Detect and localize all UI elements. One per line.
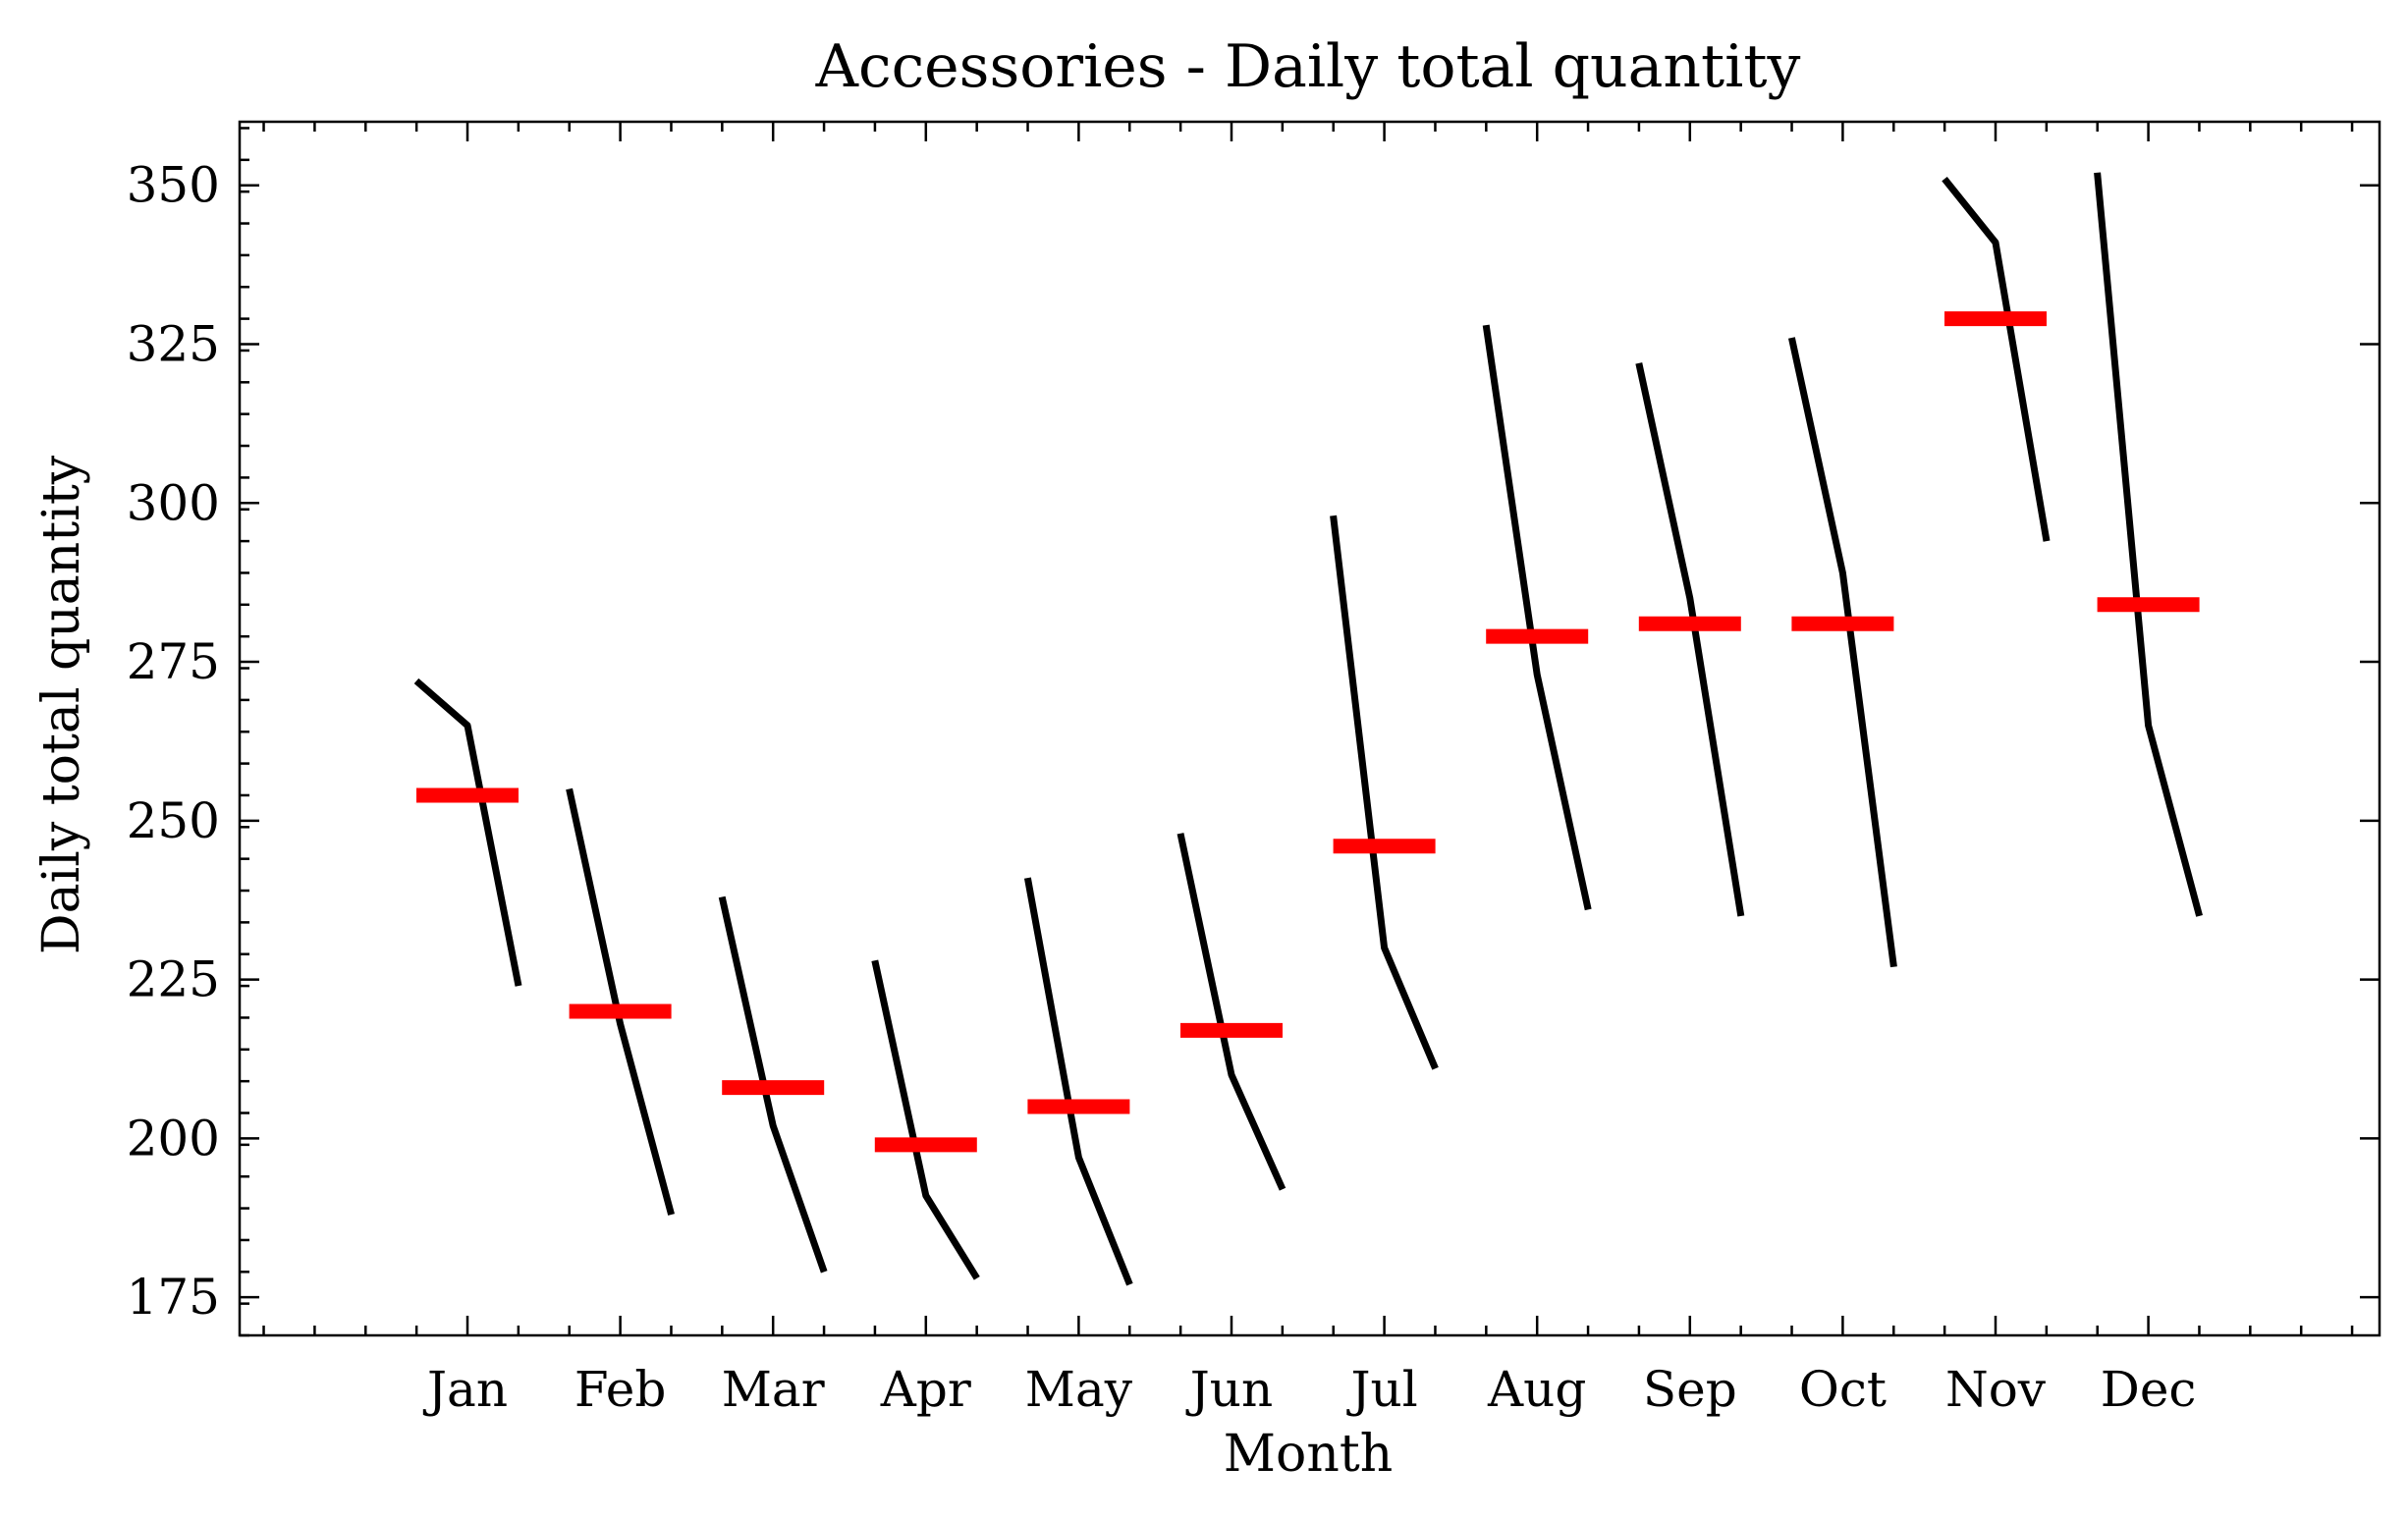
month-series-aug bbox=[1482, 324, 1592, 911]
month-series-may bbox=[1023, 877, 1133, 1286]
plot-area: 175 200 225 250 275 300 325 350 Jan Feb Mar Apr May J… bbox=[127, 120, 2381, 1418]
x-tick-label: Jan bbox=[422, 1361, 508, 1418]
x-tick-label: May bbox=[1025, 1361, 1133, 1418]
y-tick-label: 275 bbox=[127, 633, 220, 690]
month-series-jul bbox=[1330, 515, 1439, 1070]
month-series-apr bbox=[871, 959, 980, 1280]
x-tick-label: Jul bbox=[1345, 1361, 1417, 1418]
y-tick-label: 300 bbox=[127, 474, 220, 531]
month-series-feb bbox=[566, 787, 675, 1216]
x-tick-label: Jun bbox=[1185, 1361, 1273, 1418]
x-tick-label: Apr bbox=[880, 1361, 971, 1418]
month-series-jun bbox=[1177, 833, 1286, 1191]
y-tick-label: 175 bbox=[127, 1269, 220, 1326]
x-tick-label: Dec bbox=[2101, 1361, 2197, 1418]
y-axis-label: Daily total quantity bbox=[32, 455, 91, 954]
month-series-jan bbox=[413, 678, 522, 987]
month-series-dec bbox=[2094, 172, 2203, 917]
month-series-sep bbox=[1635, 362, 1745, 917]
month-series-nov bbox=[1942, 177, 2051, 542]
x-axis-label: Month bbox=[1224, 1425, 1393, 1484]
month-series-oct bbox=[1787, 337, 1897, 968]
x-tick-label: Nov bbox=[1945, 1361, 2047, 1418]
plot-frame bbox=[238, 120, 2381, 1337]
x-tick-label: Mar bbox=[722, 1361, 825, 1418]
x-tick-label: Feb bbox=[575, 1361, 667, 1418]
y-tick-label: 200 bbox=[127, 1110, 220, 1166]
x-tick-label: Sep bbox=[1643, 1361, 1737, 1418]
y-tick-label: 350 bbox=[127, 157, 220, 214]
y-tick-label: 225 bbox=[127, 951, 220, 1008]
y-tick-label: 250 bbox=[127, 792, 220, 849]
y-tick-label: 325 bbox=[127, 315, 220, 372]
month-series-mar bbox=[718, 895, 828, 1274]
x-tick-label: Aug bbox=[1487, 1361, 1586, 1418]
chart-title: Accessories - Daily total quantity bbox=[815, 32, 1801, 101]
x-tick-label: Oct bbox=[1799, 1361, 1887, 1418]
